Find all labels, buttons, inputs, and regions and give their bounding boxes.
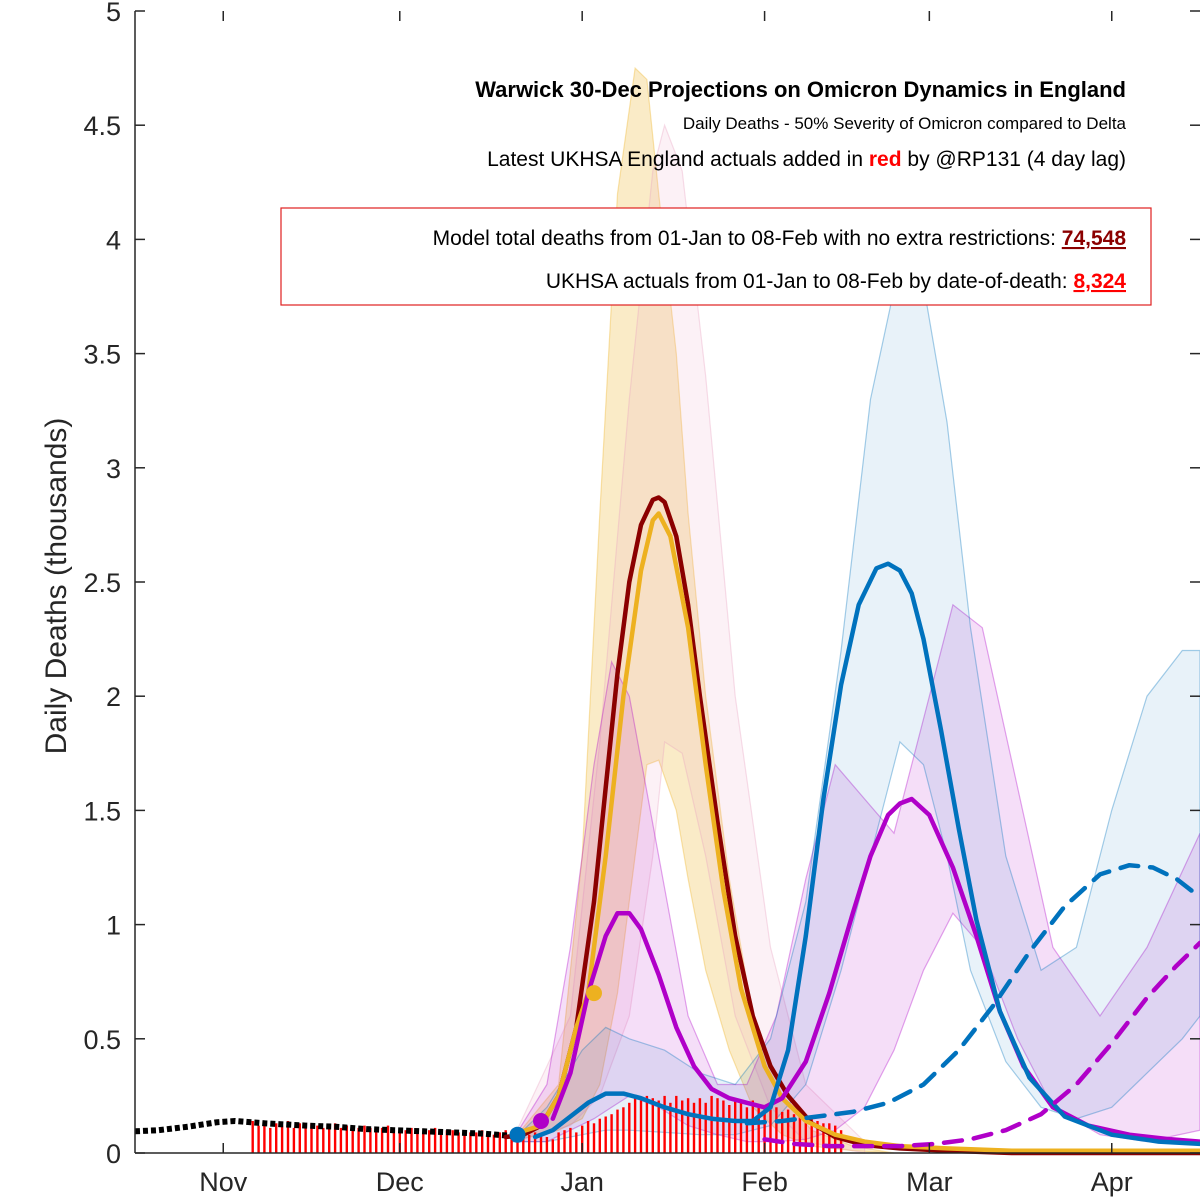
- actuals-note: Latest UKHSA England actuals added in re…: [487, 148, 1126, 171]
- x-tick-label: Mar: [906, 1167, 953, 1197]
- y-tick-label: 4.5: [83, 111, 121, 141]
- actuals-note-after: by @RP131 (4 day lag): [902, 148, 1126, 171]
- axes: [134, 10, 1200, 1154]
- historic-series: [134, 1118, 524, 1140]
- chart-title: Warwick 30-Dec Projections on Omicron Dy…: [475, 77, 1126, 102]
- y-tick-label: 0.5: [83, 1025, 121, 1055]
- x-tick-label: Dec: [376, 1167, 424, 1197]
- y-tick-label: 4: [106, 225, 121, 255]
- x-tick-labels: Nov Dec Jan Feb Mar Apr: [199, 1167, 1133, 1197]
- y-axis-label: Daily Deaths (thousands): [40, 418, 73, 755]
- y-tick-label: 1.5: [83, 796, 121, 826]
- y-tick-labels: 0 0.5 1 1.5 2 2.5 3 3.5 4 4.5 5: [83, 0, 121, 1169]
- summary-box: [280, 207, 1152, 306]
- series-marker-0: [586, 985, 602, 1002]
- model-total-value: 74,548: [1062, 227, 1127, 250]
- y-tick-label: 1: [106, 911, 121, 941]
- y-tick-label: 2: [106, 682, 121, 712]
- actuals-note-highlight: red: [869, 148, 902, 171]
- actuals-total-label: UKHSA actuals from 01-Jan to 08-Feb by d…: [546, 270, 1074, 293]
- x-tick-label: Apr: [1091, 1167, 1133, 1197]
- series-line-0: [503, 495, 1200, 1156]
- band-2: [510, 603, 1200, 1143]
- model-total-label: Model total deaths from 01-Jan to 08-Feb…: [433, 227, 1062, 250]
- historic-line: [134, 1118, 524, 1140]
- actuals-total-value: 8,324: [1073, 270, 1126, 293]
- y-tick-label: 0: [106, 1139, 121, 1169]
- x-tick-label: Nov: [199, 1167, 248, 1197]
- chart-subtitle: Daily Deaths - 50% Severity of Omicron c…: [683, 114, 1127, 133]
- model-total-line: Model total deaths from 01-Jan to 08-Feb…: [433, 227, 1127, 250]
- series-markers: [509, 985, 602, 1143]
- x-tick-label: Jan: [560, 1167, 604, 1197]
- y-tick-label: 3: [106, 454, 121, 484]
- series-marker-2: [509, 1126, 526, 1143]
- y-tick-label: 5: [106, 0, 121, 27]
- actuals-total-line: UKHSA actuals from 01-Jan to 08-Feb by d…: [546, 270, 1126, 293]
- y-tick-label: 3.5: [83, 340, 121, 370]
- series-line-4: [744, 862, 1200, 1126]
- series-line-5: [762, 940, 1200, 1149]
- x-tick-label: Feb: [741, 1167, 788, 1197]
- series-marker-1: [533, 1113, 549, 1129]
- actuals-note-before: Latest UKHSA England actuals added in: [487, 148, 869, 171]
- series-line-3: [532, 561, 1200, 1147]
- y-tick-label: 2.5: [83, 568, 121, 598]
